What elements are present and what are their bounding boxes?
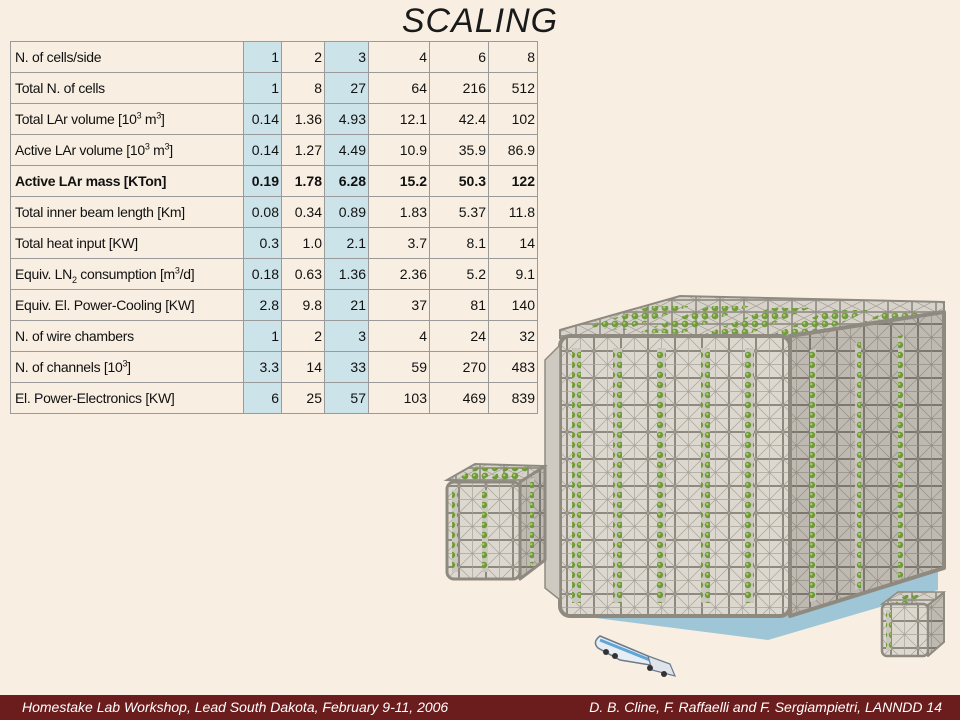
row-label: Total inner beam length [Km] (10, 196, 244, 228)
table-cell: 1 (243, 320, 282, 352)
row-label-part: m (141, 111, 157, 127)
table-cell: 86.9 (488, 134, 538, 166)
table-cell: 5.37 (429, 196, 489, 228)
table-row: El. Power-Electronics [KW] 6 25 57 103 469 839 (10, 382, 538, 414)
table-cell: 2.1 (324, 227, 369, 259)
table-cell: 103 (368, 382, 430, 414)
row-label-part: Equiv. LN (15, 266, 72, 282)
table-cell: 4 (368, 41, 430, 73)
table-cell: 122 (488, 165, 538, 197)
table-cell: 81 (429, 289, 489, 321)
table-cell: 1.78 (281, 165, 325, 197)
table-cell: 8 (281, 72, 325, 104)
row-label-part: Total LAr volume [10 (15, 111, 137, 127)
row-label: Total heat input [KW] (10, 227, 244, 259)
table-row: Total LAr volume [103 m3] 0.14 1.36 4.93 12.… (10, 103, 538, 135)
detector-illustration (443, 294, 947, 677)
table-cell: 1.36 (324, 258, 369, 290)
table-cell: 57 (324, 382, 369, 414)
table-cell: 0.14 (243, 103, 282, 135)
table-cell: 2.8 (243, 289, 282, 321)
table-row: Equiv. LN2 consumption [m3/d] 0.18 0.63 1.3… (10, 258, 538, 290)
row-label-part: m (149, 142, 165, 158)
table-row: Total N. of cells 1 8 27 64 216 512 (10, 72, 538, 104)
table-cell: 21 (324, 289, 369, 321)
footer-bar: Homestake Lab Workshop, Lead South Dakot… (0, 695, 960, 720)
row-label-part: ] (169, 142, 173, 158)
table-cell: 0.3 (243, 227, 282, 259)
table-cell: 2 (281, 320, 325, 352)
row-label: Active LAr mass [KTon] (10, 165, 244, 197)
row-label-part: 3 (144, 141, 150, 152)
row-label: N. of wire chambers (10, 320, 244, 352)
table-cell: 50.3 (429, 165, 489, 197)
row-label: Total N. of cells (10, 72, 244, 104)
row-label-part: /d] (179, 266, 195, 282)
table-cell: 11.8 (488, 196, 538, 228)
table-cell: 42.4 (429, 103, 489, 135)
table-cell: 3 (324, 41, 369, 73)
large-detector-cube (544, 294, 946, 640)
table-cell: 0.34 (281, 196, 325, 228)
scaling-table: N. of cells/side 1 2 3 4 6 8 Total N. of cells 1… (10, 41, 538, 414)
medium-detector-cube (443, 462, 548, 581)
footer-authors: D. B. Cline, F. Raffaelli and F. Sergiam… (589, 699, 942, 715)
table-cell: 839 (488, 382, 538, 414)
table-cell: 4 (368, 320, 430, 352)
table-cell: 10.9 (368, 134, 430, 166)
table-cell: 4.49 (324, 134, 369, 166)
table-cell: 4.93 (324, 103, 369, 135)
row-label-part: ] (161, 111, 165, 127)
table-cell: 6 (429, 41, 489, 73)
slide-title: SCALING (401, 2, 559, 40)
table-cell: 0.18 (243, 258, 282, 290)
row-label-part: Active LAr volume [10 (15, 142, 145, 158)
table-row: Total inner beam length [Km] 0.08 0.34 0.89… (10, 196, 538, 228)
tanker-truck-icon (594, 635, 677, 677)
row-label-part: 3 (122, 358, 128, 369)
row-label-part: consumption [m (76, 266, 175, 282)
table-cell: 0.63 (281, 258, 325, 290)
row-label-part: 3 (156, 110, 162, 121)
row-label: N. of cells/side (10, 41, 244, 73)
row-label-part: 3 (164, 141, 170, 152)
table-cell: 3.3 (243, 351, 282, 383)
table-cell: 0.19 (243, 165, 282, 197)
table-cell: 0.08 (243, 196, 282, 228)
footer-event: Homestake Lab Workshop, Lead South Dakot… (22, 699, 449, 715)
table-row: Total heat input [KW] 0.3 1.0 2.1 3.7 8.1 14 (10, 227, 538, 259)
table-row: Active LAr mass [KTon] 0.19 1.78 6.28 15.2 50… (10, 165, 538, 197)
table-cell: 12.1 (368, 103, 430, 135)
table-row: N. of channels [103] 3.3 14 33 59 270 483 (10, 351, 538, 383)
row-label-part: 3 (136, 110, 142, 121)
table-cell: 469 (429, 382, 489, 414)
row-label-part: 2 (71, 274, 77, 285)
table-cell: 483 (488, 351, 538, 383)
table-cell: 1.0 (281, 227, 325, 259)
row-label-part: 3 (174, 265, 180, 276)
table-row: N. of cells/side 1 2 3 4 6 8 (10, 41, 538, 73)
table-cell: 14 (488, 227, 538, 259)
table-cell: 32 (488, 320, 538, 352)
table-cell: 1.83 (368, 196, 430, 228)
row-label: N. of channels [103] (10, 351, 244, 383)
table-cell: 270 (429, 351, 489, 383)
table-cell: 6.28 (324, 165, 369, 197)
table-cell: 140 (488, 289, 538, 321)
row-label: Total LAr volume [103 m3] (10, 103, 244, 135)
small-detector-cube (879, 591, 947, 658)
table-cell: 27 (324, 72, 369, 104)
table-cell: 1.36 (281, 103, 325, 135)
table-cell: 1 (243, 72, 282, 104)
row-label-part: ] (127, 359, 131, 375)
row-label-part: N. of channels [10 (15, 359, 123, 375)
table-cell: 9.1 (488, 258, 538, 290)
